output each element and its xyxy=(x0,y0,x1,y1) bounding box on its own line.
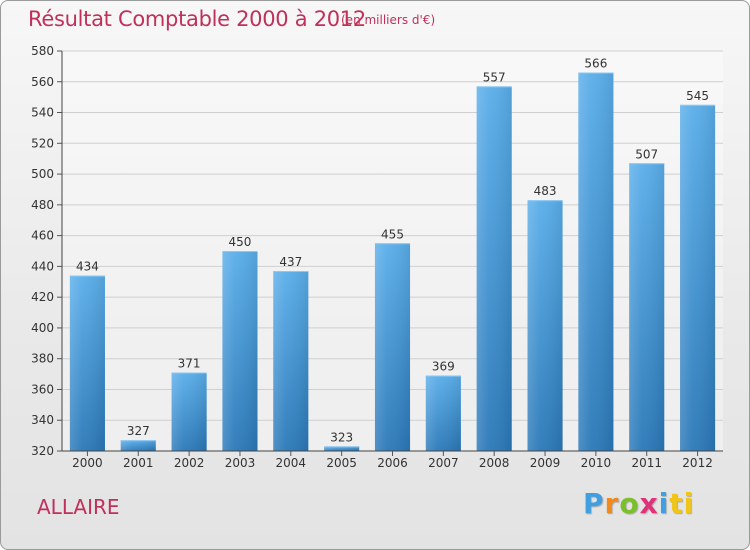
bar-shading xyxy=(324,446,360,451)
x-tick-label: 2007 xyxy=(428,456,459,470)
logo-letter: P xyxy=(583,487,605,520)
data-label: 371 xyxy=(178,357,201,371)
data-label: 507 xyxy=(635,147,658,161)
bar-shading xyxy=(273,271,309,451)
data-label: 483 xyxy=(534,184,557,198)
chart-subtitle: (en milliers d'€) xyxy=(341,13,436,27)
y-tick-label: 540 xyxy=(31,106,54,120)
bar-shading xyxy=(120,440,156,451)
proxiti-logo: Proxiti xyxy=(583,487,694,520)
x-tick-label: 2003 xyxy=(225,456,256,470)
bar-shading xyxy=(476,86,512,451)
y-tick-label: 480 xyxy=(31,198,54,212)
x-tick-label: 2006 xyxy=(377,456,408,470)
data-label: 437 xyxy=(279,255,302,269)
logo-letter: ti xyxy=(669,487,695,520)
y-tick-label: 460 xyxy=(31,229,54,243)
x-tick-label: 2001 xyxy=(123,456,154,470)
data-label: 323 xyxy=(330,430,353,444)
data-label: 455 xyxy=(381,227,404,241)
x-tick-label: 2008 xyxy=(479,456,510,470)
y-tick-label: 380 xyxy=(31,352,54,366)
logo-letter: i xyxy=(658,487,670,520)
data-label: 566 xyxy=(584,57,607,71)
data-label: 369 xyxy=(432,360,455,374)
data-label: 557 xyxy=(483,70,506,84)
y-tick-label: 560 xyxy=(31,75,54,89)
y-tick-label: 320 xyxy=(31,444,54,458)
bar-shading xyxy=(374,243,411,451)
x-tick-label: 2012 xyxy=(682,456,713,470)
y-tick-label: 340 xyxy=(31,413,54,427)
bar-shading xyxy=(171,372,207,451)
logo-letter: x xyxy=(639,487,659,520)
y-tick-label: 520 xyxy=(31,136,54,150)
y-tick-label: 440 xyxy=(31,259,54,273)
bar-shading xyxy=(680,104,716,451)
bar-shading xyxy=(527,200,563,451)
bar-shading xyxy=(222,251,258,451)
x-tick-label: 2000 xyxy=(72,456,103,470)
logo-letter: r xyxy=(604,487,620,520)
data-label: 450 xyxy=(229,235,252,249)
bar-shading xyxy=(425,375,461,451)
data-label: 545 xyxy=(686,89,709,103)
bar-shading xyxy=(578,72,614,452)
x-tick-label: 2005 xyxy=(326,456,357,470)
logo-letter: o xyxy=(619,487,640,520)
y-tick-label: 400 xyxy=(31,321,54,335)
chart-title: Résultat Comptable 2000 à 2012 xyxy=(28,7,366,31)
y-tick-label: 360 xyxy=(31,382,54,396)
commune-name: ALLAIRE xyxy=(37,495,120,519)
data-label: 434 xyxy=(76,260,99,274)
bar-shading xyxy=(629,163,665,452)
x-tick-label: 2011 xyxy=(631,456,662,470)
y-tick-label: 420 xyxy=(31,290,54,304)
y-tick-label: 500 xyxy=(31,167,54,181)
x-tick-label: 2009 xyxy=(530,456,561,470)
y-tick-label: 580 xyxy=(31,44,54,58)
x-tick-label: 2004 xyxy=(276,456,307,470)
x-tick-label: 2002 xyxy=(174,456,205,470)
x-tick-label: 2010 xyxy=(581,456,612,470)
bar-shading xyxy=(69,275,105,451)
data-label: 327 xyxy=(127,424,150,438)
